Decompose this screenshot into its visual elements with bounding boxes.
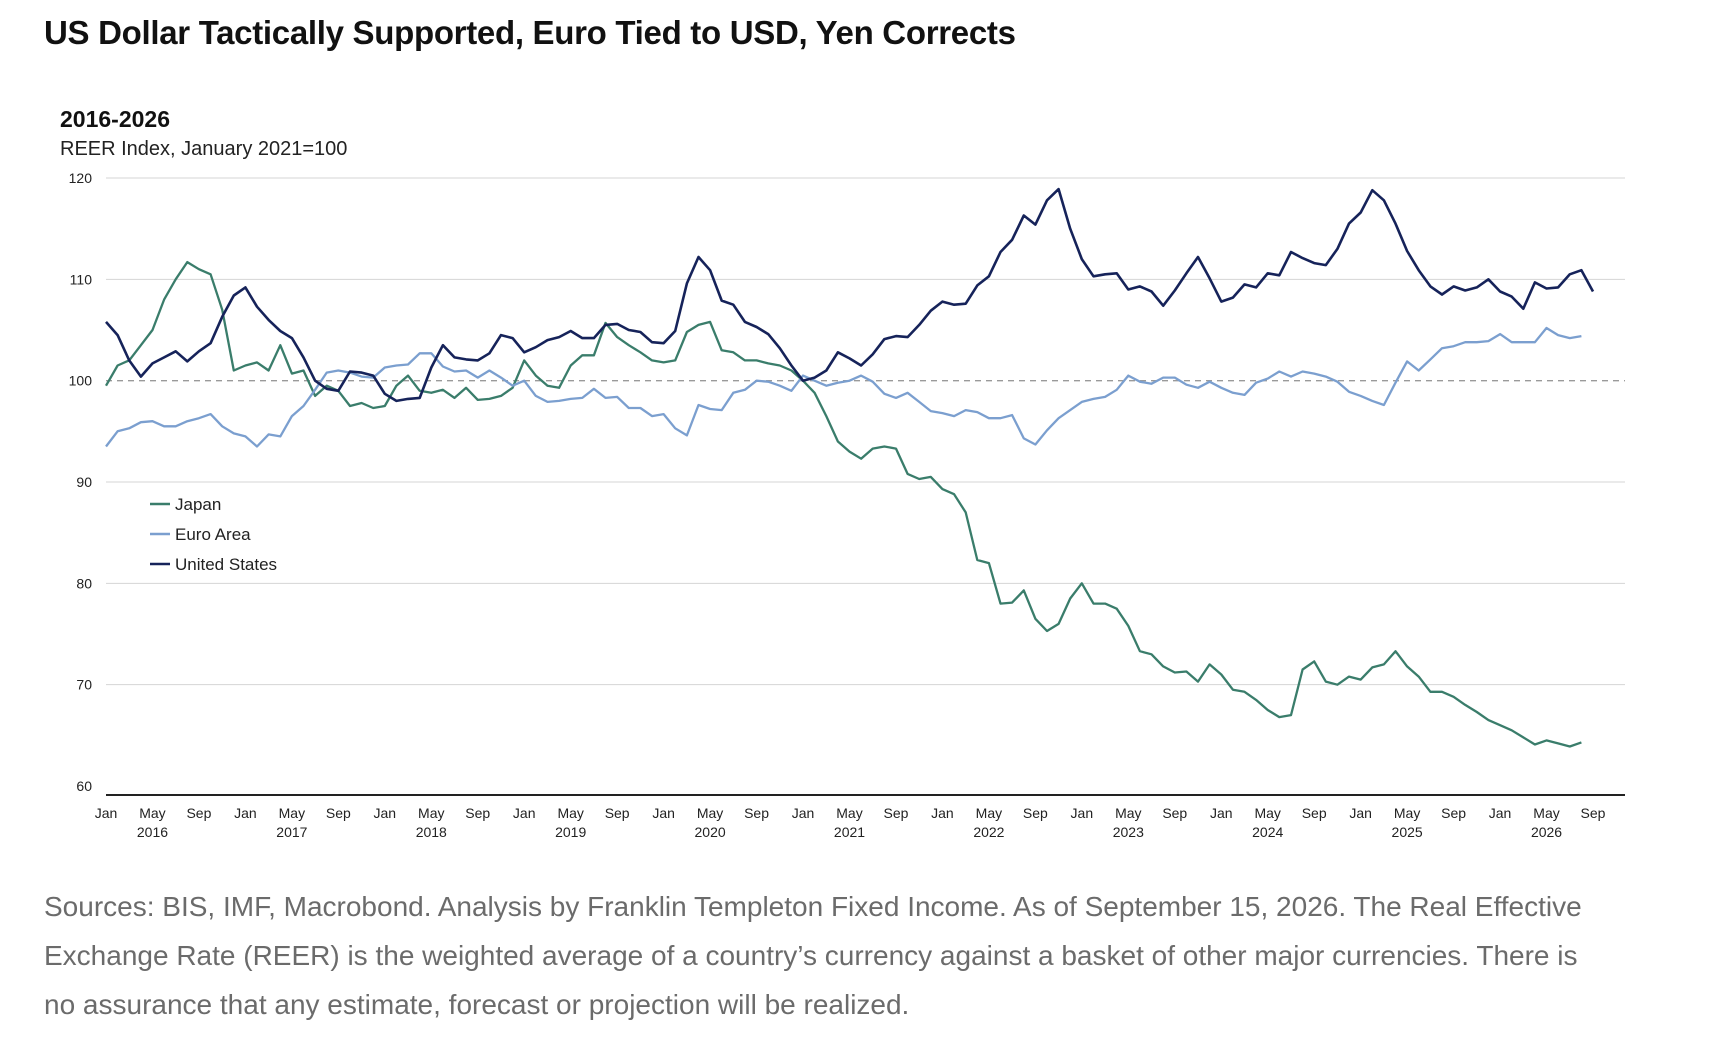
x-tick-month: Sep — [326, 805, 351, 821]
x-tick-month: Sep — [465, 805, 490, 821]
x-tick-month: May — [836, 805, 862, 821]
x-tick-month: May — [1115, 805, 1141, 821]
x-tick-month: May — [557, 805, 583, 821]
y-tick-label: 110 — [70, 271, 93, 287]
x-tick-year: 2024 — [1252, 824, 1283, 840]
x-tick-year: 2021 — [834, 824, 865, 840]
y-tick-label: 80 — [76, 575, 92, 591]
x-tick-year: 2017 — [276, 824, 307, 840]
reer-line-chart: 60 70 80 90 100 110 120 Jan May Sep Jan May Sep Jan M… — [69, 170, 1625, 840]
x-tick-year: 2018 — [416, 824, 447, 840]
series-line-euro-area — [105, 326, 1582, 448]
x-tick-month: Sep — [186, 805, 211, 821]
x-tick-month: May — [418, 805, 444, 821]
y-tick-label: 90 — [76, 474, 92, 490]
x-tick-year: 2026 — [1531, 824, 1562, 840]
x-tick-month: May — [1533, 805, 1559, 821]
x-tick-month: May — [1254, 805, 1280, 821]
legend-label: United States — [175, 555, 277, 574]
x-tick-month: Sep — [1162, 805, 1187, 821]
x-tick-month: Jan — [1071, 805, 1094, 821]
x-tick-month: Jan — [1349, 805, 1372, 821]
chart-subtitle: 2016-2026 — [60, 106, 170, 132]
gridlines — [106, 177, 1625, 796]
x-tick-month: Jan — [513, 805, 536, 821]
y-tick-label: 100 — [69, 373, 93, 389]
x-tick-month: Sep — [1581, 805, 1606, 821]
x-tick-year: 2022 — [973, 824, 1004, 840]
y-axis-label: REER Index, January 2021=100 — [60, 138, 348, 160]
x-tick-month: May — [139, 805, 165, 821]
x-tick-month: Jan — [792, 805, 815, 821]
x-tick-month: Jan — [234, 805, 257, 821]
y-tick-label: 60 — [76, 778, 92, 794]
x-tick-month: Jan — [1210, 805, 1233, 821]
x-tick-month: Jan — [652, 805, 675, 821]
x-tick-month: May — [697, 805, 723, 821]
y-tick-label: 70 — [76, 677, 92, 693]
x-tick-month: May — [279, 805, 305, 821]
series-line-japan — [105, 260, 1582, 748]
x-tick-month: Sep — [605, 805, 630, 821]
x-tick-month: Jan — [1489, 805, 1512, 821]
x-tick-month: Jan — [374, 805, 397, 821]
x-tick-year: 2025 — [1392, 824, 1423, 840]
x-tick-month: Sep — [744, 805, 769, 821]
headline: US Dollar Tactically Supported, Euro Tie… — [44, 14, 1016, 51]
x-tick-month: Sep — [1023, 805, 1048, 821]
x-tick-month: Sep — [884, 805, 909, 821]
y-tick-label: 120 — [69, 170, 93, 186]
series-lines — [105, 187, 1595, 748]
x-tick-year: 2023 — [1113, 824, 1144, 840]
x-tick-month: Sep — [1302, 805, 1327, 821]
legend-label: Japan — [175, 495, 221, 514]
x-tick-month: May — [976, 805, 1002, 821]
x-tick-month: Jan — [95, 805, 118, 821]
x-tick-year: 2020 — [695, 824, 726, 840]
x-tick-month: May — [1394, 805, 1420, 821]
y-axis-ticks: 60 70 80 90 100 110 120 — [69, 170, 93, 794]
legend-label: Euro Area — [175, 525, 251, 544]
series-line-united-states — [105, 187, 1595, 403]
x-tick-year: 2019 — [555, 824, 586, 840]
source-footnote: Sources: BIS, IMF, Macrobond. Analysis b… — [44, 891, 1582, 1020]
x-tick-month: Jan — [931, 805, 954, 821]
legend: Japan Euro Area United States — [150, 495, 277, 574]
x-axis-ticks: Jan May Sep Jan May Sep Jan May Sep Jan May Sep Jan M… — [95, 805, 1606, 840]
x-tick-year: 2016 — [137, 824, 168, 840]
x-tick-month: Sep — [1441, 805, 1466, 821]
